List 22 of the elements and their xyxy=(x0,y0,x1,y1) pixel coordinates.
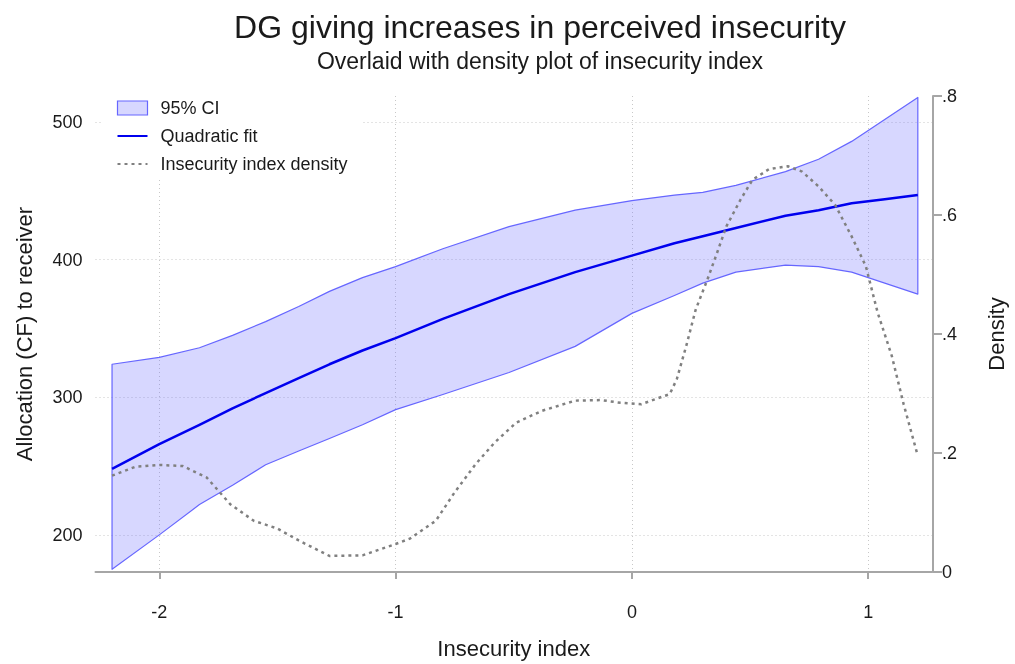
y-tick-label: 200 xyxy=(52,524,83,545)
x-axis-title: Insecurity index xyxy=(437,635,591,661)
legend-label: Insecurity index density xyxy=(160,154,348,174)
y2-axis-title: Density xyxy=(983,297,1009,371)
chart-subtitle: Overlaid with density plot of insecurity index xyxy=(316,47,764,74)
y-tick-label: 300 xyxy=(52,387,83,408)
y2-tick-label: .4 xyxy=(942,324,958,344)
legend-label: 95% CI xyxy=(160,98,220,118)
y-tick-label: 400 xyxy=(52,249,83,270)
line-series xyxy=(110,193,920,471)
y2-tick-label: .8 xyxy=(942,86,958,106)
x-tick-label: 1 xyxy=(863,602,874,622)
y2-tick-label: .6 xyxy=(942,205,958,225)
x-tick-label: 0 xyxy=(626,602,637,622)
chart-title: DG giving increases in perceived insecurity xyxy=(234,9,846,45)
y-tick-label: 500 xyxy=(52,112,83,133)
y2-tick-label: 0 xyxy=(942,562,953,582)
y-axis-title: Allocation (CF) to receiver xyxy=(12,206,37,462)
y2-tick-label: .2 xyxy=(942,443,958,463)
x-tick-label: -2 xyxy=(151,602,168,622)
x-tick-label: -1 xyxy=(387,602,404,622)
legend-label: Quadratic fit xyxy=(160,126,258,146)
